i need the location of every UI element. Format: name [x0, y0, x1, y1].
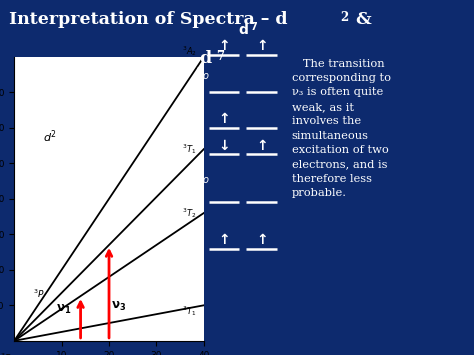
Text: $^3T_1$: $^3T_1$ — [182, 142, 197, 156]
Text: ↑: ↑ — [256, 233, 267, 247]
Text: ↑: ↑ — [218, 39, 229, 53]
Text: ↑: ↑ — [256, 138, 267, 153]
Text: d: d — [199, 50, 211, 67]
Text: &: & — [350, 11, 372, 28]
Text: $d^2$: $d^2$ — [43, 129, 56, 146]
Text: The transition
corresponding to
ν₃ is often quite
weak, as it
involves the
simul: The transition corresponding to ν₃ is of… — [292, 59, 391, 198]
Text: $^3T_1$: $^3T_1$ — [182, 304, 197, 318]
Text: Interpretation of Spectra – d: Interpretation of Spectra – d — [9, 11, 288, 28]
Text: ↑: ↑ — [218, 233, 229, 247]
Text: $\mathbf{\nu_3}$: $\mathbf{\nu_3}$ — [111, 300, 127, 313]
Text: $\mathbf{\nu_1}$: $\mathbf{\nu_1}$ — [56, 304, 72, 317]
Text: ↓: ↓ — [218, 138, 229, 153]
Text: 7: 7 — [250, 22, 257, 32]
Text: $^3F$: $^3F$ — [0, 351, 12, 355]
Text: $^3T_2$: $^3T_2$ — [182, 206, 197, 220]
Text: 7: 7 — [216, 50, 224, 63]
Text: d: d — [238, 23, 248, 37]
Text: $^3A_2$: $^3A_2$ — [182, 44, 197, 59]
Text: ↑: ↑ — [218, 112, 229, 126]
Text: ↑: ↑ — [256, 39, 267, 53]
Text: 2: 2 — [340, 11, 348, 24]
Text: $^3P$: $^3P$ — [33, 288, 45, 300]
Text: $\Delta_o$: $\Delta_o$ — [193, 169, 210, 186]
Text: $\Delta_o$: $\Delta_o$ — [193, 65, 210, 82]
